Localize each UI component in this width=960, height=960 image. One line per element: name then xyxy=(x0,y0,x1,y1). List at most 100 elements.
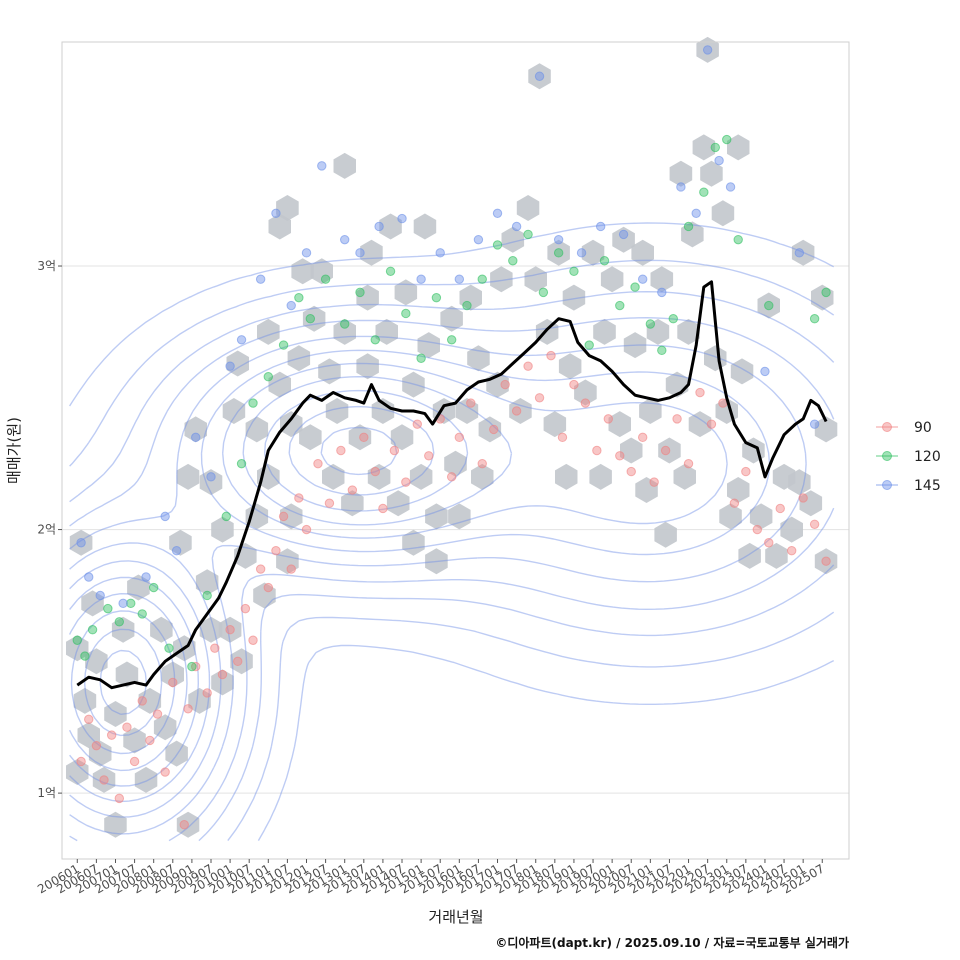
hexbin-cell xyxy=(696,36,719,63)
density-contours xyxy=(68,222,835,842)
hexbin-cell xyxy=(780,516,803,543)
scatter-point-90 xyxy=(210,643,220,653)
hexbin-cell xyxy=(176,463,200,490)
hexbin-cell xyxy=(631,239,654,266)
hexbin-cell xyxy=(623,332,647,359)
scatter-point-120 xyxy=(248,398,258,408)
scatter-point-120 xyxy=(523,229,533,240)
hexbin-cell xyxy=(711,200,735,227)
hexbin-cell xyxy=(635,477,658,503)
hexbin-cell xyxy=(153,714,177,741)
hexbin-cell xyxy=(184,416,207,443)
scatter-point-90 xyxy=(278,511,289,522)
hexbin-cell xyxy=(612,226,635,253)
scatter-point-145 xyxy=(714,155,724,166)
scatter-point-120 xyxy=(477,274,487,284)
hexbin-cell xyxy=(356,284,379,311)
hexbin-cell xyxy=(417,332,440,359)
scatter-point-120 xyxy=(126,598,136,609)
scatter-point-145 xyxy=(492,208,503,219)
scatter-point-120 xyxy=(599,256,610,266)
density-contour xyxy=(69,259,835,842)
scatter-point-90 xyxy=(401,477,411,487)
hexbin-cell xyxy=(394,279,418,306)
hexbin-cell xyxy=(134,766,158,793)
hexbin-cell xyxy=(104,701,127,727)
legend-key-point xyxy=(882,480,892,490)
scatter-point-90 xyxy=(603,414,614,424)
x-axis: 2006012006072007012007072008012008072009… xyxy=(35,859,827,897)
hexbin-cell xyxy=(318,358,341,385)
density-contour xyxy=(69,349,771,818)
scatter-point-120 xyxy=(340,319,350,329)
hexbin-cell xyxy=(402,371,425,398)
plot-panel xyxy=(62,42,849,859)
scatter-point-90 xyxy=(91,740,102,751)
median-line xyxy=(76,280,828,690)
scatter-point-90 xyxy=(324,498,335,508)
hexbin-cell xyxy=(280,503,303,530)
hexbin-cell xyxy=(459,284,482,311)
hexbin-cell xyxy=(799,490,823,517)
hexbin-cell xyxy=(88,740,112,767)
y-axis-title: 매매가(원) xyxy=(5,417,23,484)
scatter-point-90 xyxy=(99,775,109,785)
scatter-point-145 xyxy=(271,208,281,219)
scatter-point-90 xyxy=(546,350,556,361)
scatter-point-145 xyxy=(95,590,105,601)
hexbin-cell xyxy=(440,305,463,332)
hexbin-cell xyxy=(593,318,616,345)
hexbin-cell xyxy=(543,411,567,438)
scatter-point-145 xyxy=(225,361,235,371)
scatter-point-145 xyxy=(286,300,296,311)
hexbin-cell xyxy=(730,358,754,385)
legend-key-point xyxy=(882,451,892,461)
scatter-point-120 xyxy=(103,603,113,614)
hexbin-cell xyxy=(788,469,811,496)
hexbin-cell xyxy=(600,266,624,293)
hexbin-cell xyxy=(811,284,834,311)
scatter-point-145 xyxy=(454,274,465,284)
hexbin-cell xyxy=(104,811,127,838)
hexbin-cell xyxy=(111,616,135,643)
scatter-point-90 xyxy=(336,445,346,456)
scatter-point-90 xyxy=(683,458,694,469)
scatter-point-145 xyxy=(141,572,151,582)
scatter-point-120 xyxy=(668,314,678,324)
scatter-point-120 xyxy=(263,372,274,382)
scatter-point-120 xyxy=(221,511,231,522)
hexbin-cell xyxy=(581,239,605,266)
scatter-point-120 xyxy=(446,335,457,345)
hexbin-cell xyxy=(253,582,276,609)
scatter-point-90 xyxy=(359,432,369,443)
scatter-point-90 xyxy=(649,477,659,487)
scatter-point-90 xyxy=(660,445,671,456)
hexbin-cell xyxy=(150,616,173,643)
hexbin-cell xyxy=(814,548,838,575)
scatter-point-120 xyxy=(615,300,625,311)
scatter-point-145 xyxy=(301,248,312,258)
scatter-point-90 xyxy=(294,493,304,503)
scatter-point-120 xyxy=(683,221,694,232)
scatter-point-90 xyxy=(500,379,510,390)
hexbin-cell xyxy=(547,239,570,266)
hexbin-cell xyxy=(574,379,597,406)
scatter-point-90 xyxy=(466,398,476,408)
y-tick-label: 2억 xyxy=(37,523,56,537)
scatter-point-145 xyxy=(340,234,350,245)
scatter-point-90 xyxy=(301,524,312,535)
scatter-point-90 xyxy=(569,379,579,390)
scatter-point-120 xyxy=(431,292,442,303)
density-contour xyxy=(69,317,835,842)
scatter-point-90 xyxy=(378,503,388,514)
scatter-point-90 xyxy=(263,582,274,593)
scatter-point-120 xyxy=(809,314,820,324)
scatter-point-90 xyxy=(179,820,189,830)
scatter-point-145 xyxy=(84,572,94,582)
hexbin-cell xyxy=(558,353,582,380)
scatter-point-90 xyxy=(412,419,422,429)
scatter-points xyxy=(72,45,831,830)
scatter-point-90 xyxy=(637,432,648,443)
scatter-point-90 xyxy=(454,432,465,443)
